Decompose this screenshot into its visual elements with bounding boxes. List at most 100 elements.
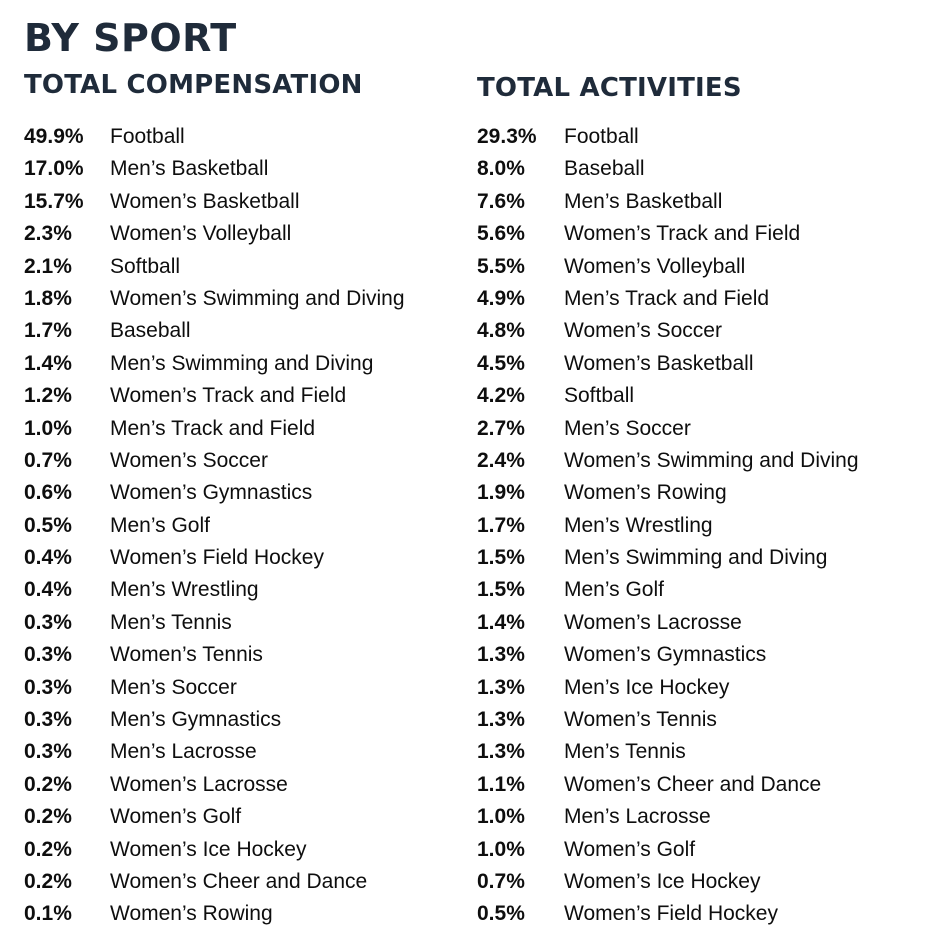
activities-heading: TOTAL ACTIVITIES	[477, 73, 742, 103]
sport-name: Men’s Swimming and Diving	[564, 546, 828, 570]
sport-name: Softball	[110, 254, 181, 278]
sport-name: Men’s Basketball	[564, 189, 723, 213]
sport-name: Women’s Lacrosse	[564, 610, 742, 634]
percentage-value: 1.0%	[477, 805, 525, 829]
sport-name: Men’s Soccer	[110, 675, 237, 699]
percentage-value: 1.9%	[477, 481, 525, 505]
sport-name: Women’s Swimming and Diving	[110, 286, 405, 310]
sport-name: Men’s Golf	[110, 513, 210, 537]
percentage-value: 1.3%	[477, 675, 525, 699]
sport-name: Women’s Cheer and Dance	[110, 869, 368, 893]
percentage-value: 0.2%	[24, 869, 72, 893]
percentage-value: 0.4%	[24, 546, 72, 570]
sport-name: Women’s Volleyball	[110, 222, 292, 246]
sport-name: Women’s Ice Hockey	[110, 837, 307, 861]
sport-name: Women’s Golf	[110, 805, 242, 829]
sport-name: Men’s Basketball	[110, 157, 269, 181]
percentage-value: 1.5%	[477, 578, 525, 602]
percentage-value: 5.6%	[477, 222, 525, 246]
sport-name: Women’s Ice Hockey	[564, 869, 761, 893]
sport-name: Baseball	[110, 319, 191, 343]
sport-name: Men’s Tennis	[564, 740, 686, 764]
percentage-value: 0.2%	[24, 772, 72, 796]
sport-name: Football	[564, 125, 639, 148]
sport-name: Men’s Lacrosse	[564, 805, 711, 829]
sport-name: Women’s Gymnastics	[564, 643, 767, 667]
sport-name: Men’s Soccer	[564, 416, 691, 440]
percentage-value: 2.7%	[477, 416, 525, 440]
sport-name: Women’s Golf	[564, 837, 696, 861]
percentage-value: 4.9%	[477, 286, 525, 310]
sport-name: Women’s Volleyball	[564, 254, 746, 278]
sport-name: Women’s Soccer	[110, 448, 268, 472]
percentage-value: 1.0%	[477, 837, 525, 861]
percentage-value: 0.7%	[477, 869, 525, 893]
sport-name: Men’s Wrestling	[564, 513, 713, 537]
percentage-value: 1.3%	[477, 643, 525, 667]
sport-name: Women’s Tennis	[110, 643, 263, 667]
sport-name: Men’s Swimming and Diving	[110, 351, 374, 375]
percentage-value: 1.8%	[24, 286, 72, 310]
sport-name: Men’s Track and Field	[564, 286, 770, 310]
sport-name: Women’s Field Hockey	[110, 546, 324, 570]
percentage-value: 0.3%	[24, 708, 72, 732]
percentage-value: 0.6%	[24, 481, 72, 505]
sport-name: Women’s Cheer and Dance	[564, 772, 822, 796]
percentage-value: 4.8%	[477, 319, 525, 343]
compensation-heading: TOTAL COMPENSATION	[24, 70, 363, 100]
percentage-value: 0.3%	[24, 610, 72, 634]
sport-name: Women’s Track and Field	[110, 384, 347, 408]
sport-name: Women’s Gymnastics	[110, 481, 313, 505]
percentage-value: 0.1%	[24, 902, 72, 926]
percentage-value: 0.3%	[24, 675, 72, 699]
percentage-value: 1.5%	[477, 546, 525, 570]
percentage-value: 17.0%	[24, 157, 84, 181]
percentage-value: 0.3%	[24, 643, 72, 667]
percentage-value: 2.3%	[24, 222, 72, 246]
percentage-value: 1.4%	[24, 351, 72, 375]
percentage-value: 2.4%	[477, 448, 525, 472]
sport-name: Women’s Rowing	[564, 481, 727, 505]
percentage-value: 1.7%	[24, 319, 72, 343]
percentage-value: 0.4%	[24, 578, 72, 602]
percentage-value: 8.0%	[477, 157, 525, 181]
sport-name: Men’s Wrestling	[110, 578, 259, 602]
sport-name: Men’s Ice Hockey	[564, 675, 730, 699]
sport-name: Men’s Tennis	[110, 610, 232, 634]
sport-name: Baseball	[564, 157, 645, 181]
sport-name: Women’s Swimming and Diving	[564, 448, 859, 472]
percentage-value: 1.0%	[24, 416, 72, 440]
percentage-value: 0.5%	[24, 513, 72, 537]
sport-name: Women’s Rowing	[110, 902, 273, 926]
percentage-value: 0.3%	[24, 740, 72, 764]
percentage-value: 15.7%	[24, 189, 84, 213]
percentage-value: 2.1%	[24, 254, 72, 278]
percentage-value: 0.2%	[24, 837, 72, 861]
sport-name: Women’s Track and Field	[564, 222, 801, 246]
sport-name: Women’s Tennis	[564, 708, 717, 732]
percentage-value: 7.6%	[477, 189, 525, 213]
percentage-value: 0.7%	[24, 448, 72, 472]
sport-name: Men’s Lacrosse	[110, 740, 257, 764]
percentage-value: 5.5%	[477, 254, 525, 278]
percentage-value: 1.3%	[477, 740, 525, 764]
percentage-value: 1.4%	[477, 610, 525, 634]
percentage-value: 4.5%	[477, 351, 525, 375]
percentage-value: 49.9%	[24, 125, 84, 148]
percentage-value: 29.3%	[477, 125, 537, 148]
sport-name: Men’s Gymnastics	[110, 708, 282, 732]
percentage-value: 1.1%	[477, 772, 525, 796]
sport-name: Men’s Golf	[564, 578, 664, 602]
sport-name: Softball	[564, 384, 635, 408]
sport-name: Women’s Soccer	[564, 319, 722, 343]
percentage-value: 1.2%	[24, 384, 72, 408]
sport-name: Football	[110, 125, 185, 148]
percentage-value: 0.5%	[477, 902, 525, 926]
percentage-value: 1.3%	[477, 708, 525, 732]
sport-name: Women’s Lacrosse	[110, 772, 288, 796]
sport-name: Women’s Basketball	[564, 351, 754, 375]
percentage-value: 4.2%	[477, 384, 525, 408]
sport-name: Women’s Basketball	[110, 189, 300, 213]
percentage-value: 1.7%	[477, 513, 525, 537]
percentage-value: 0.2%	[24, 805, 72, 829]
